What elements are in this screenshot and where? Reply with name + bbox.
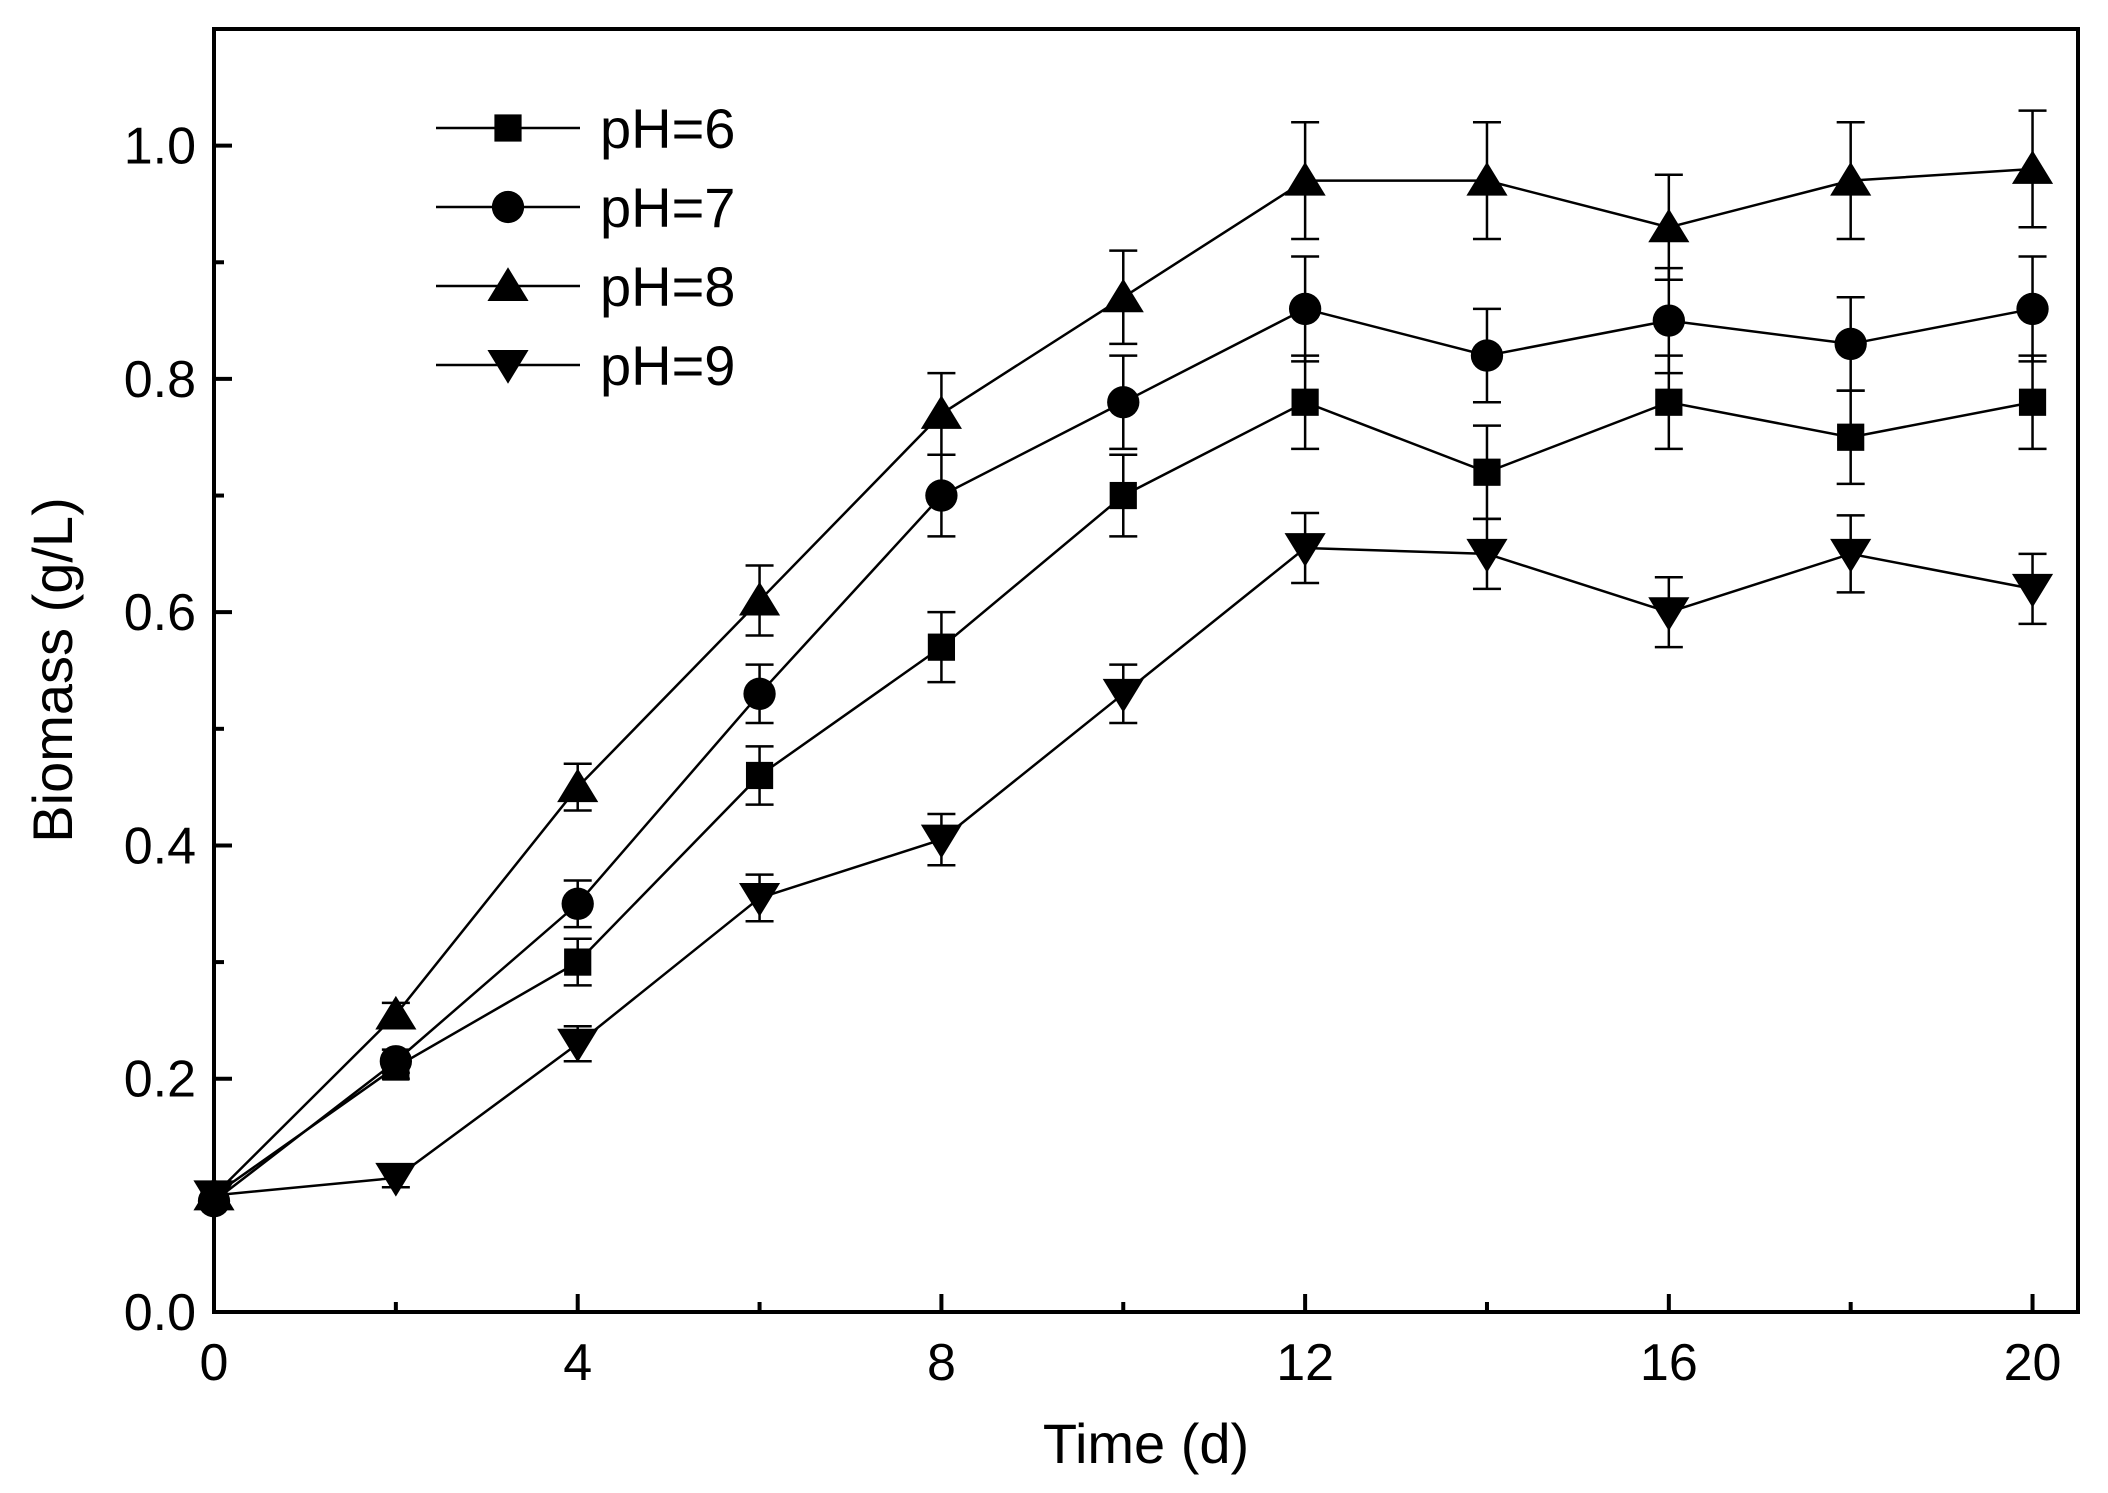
data-point-ph-7 (379, 1045, 413, 1078)
legend: pH=6 pH=7 pH=8 pH=9 (436, 97, 735, 397)
data-point-ph-9 (1466, 538, 1508, 573)
data-point-ph-6 (745, 761, 774, 790)
data-point-ph-9 (1102, 678, 1144, 713)
data-point-ph-8 (1102, 278, 1144, 313)
data-point-ph-7 (561, 887, 594, 920)
legend-label-ph-7: pH=7 (600, 176, 735, 239)
data-point-ph-8 (2011, 150, 2054, 184)
data-point-ph-7 (925, 479, 958, 512)
data-point-ph-8 (738, 581, 781, 616)
x-axis-title: Time (d) (1043, 1412, 1249, 1475)
y-tick-label: 0.0 (124, 1284, 196, 1342)
data-point-ph-9 (193, 1180, 235, 1215)
data-point-ph-9 (920, 824, 962, 859)
y-tick-label: 0.6 (124, 584, 196, 642)
x-tick-label: 0 (200, 1334, 229, 1392)
y-tick-label: 0.8 (124, 351, 196, 409)
legend-label-ph-6: pH=6 (600, 97, 735, 160)
data-point-ph-9 (375, 1162, 417, 1197)
x-tick-label: 8 (927, 1334, 956, 1392)
legend-marker-ph-7 (491, 190, 525, 224)
y-axis-title: Biomass (g/L) (21, 497, 84, 842)
data-point-ph-7 (1107, 386, 1140, 419)
y-tick-labels: 0.0 0.2 0.4 0.6 0.8 1.0 (124, 118, 196, 1342)
data-point-ph-8 (1466, 161, 1508, 196)
x-tick-label: 20 (2004, 1334, 2062, 1392)
data-point-ph-9 (2011, 573, 2054, 608)
x-tick-label: 4 (563, 1334, 592, 1392)
series-line-ph-9 (213, 546, 2033, 1197)
x-tick-label: 12 (1276, 1334, 1334, 1392)
x-tick-labels: 0 4 8 12 16 20 (200, 1334, 2062, 1392)
data-point-ph-7 (743, 677, 776, 710)
data-point-ph-7 (2016, 292, 2049, 326)
data-point-ph-6 (2018, 388, 2047, 416)
data-point-ph-8 (557, 768, 599, 803)
data-point-ph-6 (1109, 481, 1137, 510)
legend-label-ph-8: pH=8 (600, 255, 735, 318)
data-point-ph-8 (1830, 161, 1872, 196)
y-tick-label: 0.4 (124, 817, 196, 875)
data-point-ph-8 (375, 995, 417, 1030)
data-point-ph-9 (1284, 533, 1326, 567)
y-tick-label: 1.0 (124, 118, 196, 176)
data-point-ph-7 (1834, 327, 1867, 361)
legend-marker-ph-6 (494, 114, 522, 142)
data-point-ph-6 (564, 948, 592, 976)
data-point-ph-6 (1473, 458, 1501, 486)
data-point-ph-8 (1648, 208, 1690, 243)
legend-marker-ph-8 (487, 267, 529, 301)
legend-marker-ph-9 (487, 350, 529, 384)
data-point-ph-6 (927, 633, 956, 661)
series-markers (193, 150, 2054, 1218)
data-point-ph-9 (738, 882, 781, 917)
x-tick-label: 16 (1640, 1334, 1698, 1392)
data-point-ph-6 (1655, 388, 1683, 416)
data-point-ph-9 (1648, 597, 1690, 631)
data-point-ph-7 (1288, 292, 1322, 326)
legend-label-ph-9: pH=9 (600, 334, 735, 397)
data-point-ph-6 (1291, 388, 1319, 416)
data-point-ph-8 (920, 395, 962, 429)
data-point-ph-9 (1830, 538, 1872, 573)
plot-frame (212, 27, 2080, 1314)
data-point-ph-9 (557, 1028, 599, 1063)
data-point-ph-6 (1837, 423, 1865, 451)
data-point-ph-7 (1652, 304, 1685, 337)
y-tick-label: 0.2 (124, 1051, 196, 1109)
data-point-ph-7 (1470, 339, 1504, 372)
data-point-ph-8 (1284, 161, 1326, 196)
